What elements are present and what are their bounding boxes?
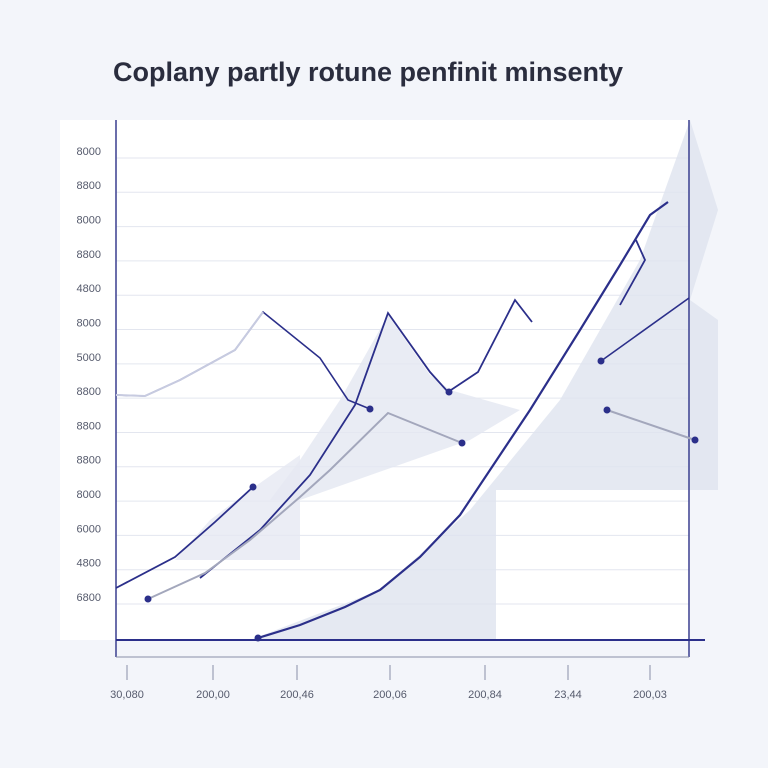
- x-axis-label: 30,080: [110, 689, 144, 701]
- point: [366, 405, 374, 413]
- y-axis-label: 5000: [77, 352, 101, 364]
- line: [115, 311, 264, 398]
- line: [199, 298, 533, 579]
- title: Coplany partly rotune penfinit minsenty: [113, 57, 623, 87]
- x-axis-label: 23,44: [554, 689, 582, 701]
- line: [147, 411, 463, 600]
- x-axis-label: 200,84: [468, 689, 502, 701]
- area-shade: [250, 120, 718, 640]
- y-axis-label: 6800: [77, 592, 101, 604]
- y-axis-label: 8000: [77, 317, 101, 329]
- line: [606, 409, 696, 441]
- x-axis-label: 200,00: [196, 689, 230, 701]
- y-axis-label: 8800: [77, 386, 101, 398]
- y-axis-label: 4800: [77, 558, 101, 570]
- y-axis-label: 8000: [77, 215, 101, 227]
- y-axis-label: 6000: [77, 523, 101, 535]
- point: [249, 483, 257, 491]
- y-axis-label: 8800: [77, 420, 101, 432]
- x-axis-label: 200,46: [280, 689, 314, 701]
- point: [445, 388, 453, 396]
- y-axis-label: 8800: [77, 455, 101, 467]
- point: [603, 406, 611, 414]
- point: [458, 439, 466, 447]
- point: [254, 634, 262, 642]
- y-axis-label: 8000: [77, 146, 101, 158]
- line: [600, 297, 690, 362]
- x-axis-label: 200,03: [633, 689, 667, 701]
- point: [597, 357, 605, 365]
- area-shade: [175, 455, 300, 560]
- points: [144, 357, 699, 642]
- point: [144, 595, 152, 603]
- y-axis-label: 8800: [77, 180, 101, 192]
- point: [691, 436, 699, 444]
- axis-labels: 8000 8800 8000 8800 4800 8000 5000 8800 8800 8800…: [77, 146, 667, 701]
- x-axis-label: 200,06: [373, 689, 407, 701]
- y-axis-label: 4800: [77, 283, 101, 295]
- line: [115, 486, 254, 589]
- line: [619, 239, 647, 306]
- y-axis-label: 8000: [77, 489, 101, 501]
- line: [257, 201, 669, 640]
- area-shade: [270, 315, 520, 500]
- y-axis-label: 8800: [77, 249, 101, 261]
